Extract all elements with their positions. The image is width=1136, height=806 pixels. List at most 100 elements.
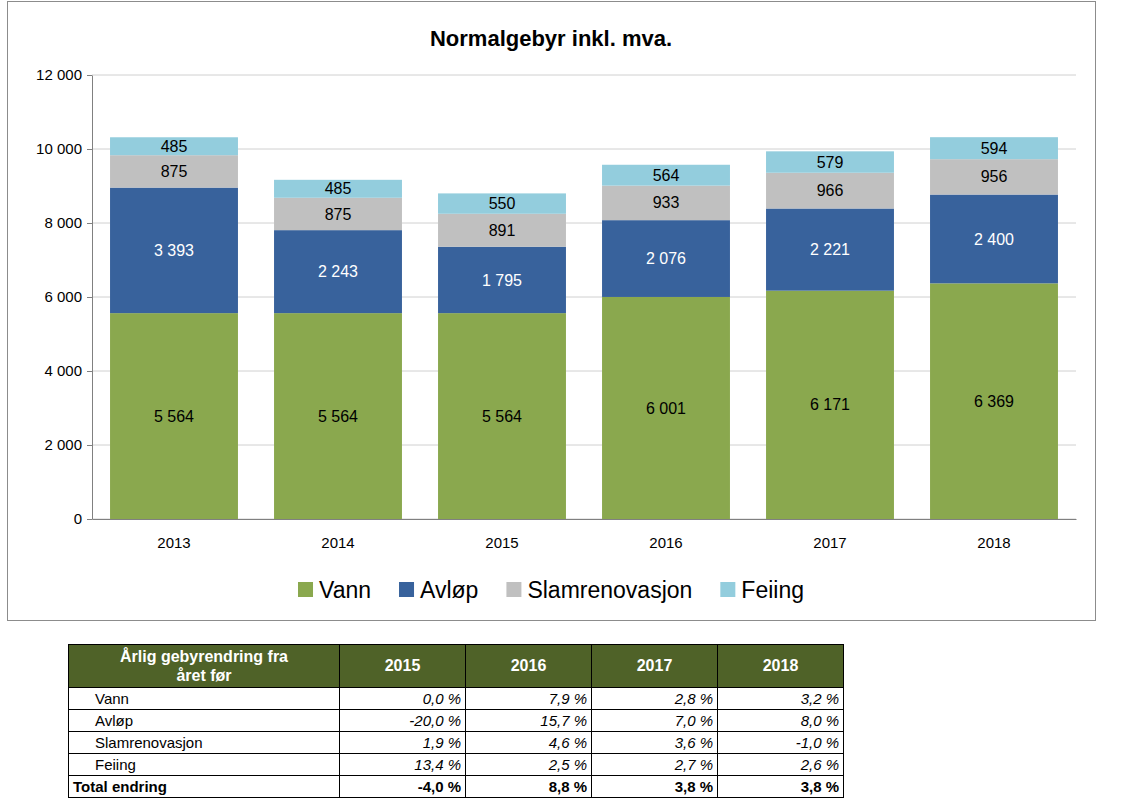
bars	[110, 137, 1058, 519]
table-cell: 7,9 %	[466, 688, 592, 710]
bar-segment	[274, 180, 402, 198]
bar-segment	[110, 188, 238, 314]
data-label: 933	[653, 194, 680, 211]
table-cell: 2,7 %	[592, 754, 718, 776]
x-axis-line	[93, 519, 1077, 520]
y-tick-label: 4 000	[44, 362, 82, 379]
grid-line	[92, 519, 1076, 520]
y-tick: 8 000	[44, 214, 92, 231]
bar-segment	[274, 313, 402, 519]
bar-segment	[110, 155, 238, 187]
bar-segment	[602, 186, 730, 221]
table-row: Avløp-20,0 %15,7 %7,0 %8,0 %	[69, 710, 844, 732]
y-tick: 12 000	[36, 66, 92, 83]
data-label: 5 564	[154, 408, 194, 425]
table-cell: 3,2 %	[718, 688, 844, 710]
data-label: 2 221	[810, 241, 850, 258]
legend-swatch	[298, 582, 313, 597]
bar-segment	[438, 247, 566, 313]
bar-segment	[930, 137, 1058, 159]
y-tick-label: 2 000	[44, 436, 82, 453]
bar-segment	[766, 151, 894, 172]
x-tick-label: 2018	[977, 534, 1010, 551]
x-tick-label: 2013	[157, 534, 190, 551]
y-tick-label: 8 000	[44, 214, 82, 231]
table-cell: 2,8 %	[592, 688, 718, 710]
y-tick-label: 0	[74, 510, 82, 527]
legend-item: Feiing	[720, 577, 804, 603]
y-tick: 6 000	[44, 288, 92, 305]
bar-segment	[930, 159, 1058, 194]
table-header-cell: 2018	[718, 645, 844, 688]
y-tick-label: 6 000	[44, 288, 82, 305]
data-label: 485	[325, 180, 352, 197]
table-cell: 3,6 %	[592, 732, 718, 754]
data-label: 6 171	[810, 396, 850, 413]
legend-item: Avløp	[399, 577, 478, 603]
data-label: 1 795	[482, 272, 522, 289]
y-tick-mark	[87, 297, 92, 298]
data-label: 564	[653, 167, 680, 184]
table-cell: 3,8 %	[592, 776, 718, 798]
bar-segment	[438, 214, 566, 247]
bar-segment	[438, 313, 566, 519]
chart-title: Normalgebyr inkl. mva.	[430, 26, 672, 51]
table-row: Slamrenovasjon1,9 %4,6 %3,6 %-1,0 %	[69, 732, 844, 754]
table-cell: 2,5 %	[466, 754, 592, 776]
bar-segment	[438, 193, 566, 213]
legend-label: Feiing	[741, 577, 804, 603]
table-cell: 0,0 %	[340, 688, 466, 710]
table-cell: 3,8 %	[718, 776, 844, 798]
grid-line	[92, 445, 1076, 446]
x-tick: 2014	[321, 534, 354, 551]
x-tick-label: 2016	[649, 534, 682, 551]
table-header-cell: 2017	[592, 645, 718, 688]
x-tick: 2018	[977, 534, 1010, 551]
data-labels: 5 5645 5645 5646 0016 1716 3693 3932 243…	[154, 138, 1014, 425]
legend-label: Vann	[319, 577, 371, 603]
y-tick-label: 12 000	[36, 66, 82, 83]
table-header-cell: Årlig gebyrendring fra året før	[69, 645, 340, 688]
legend-label: Avløp	[420, 577, 478, 603]
data-label: 875	[325, 206, 352, 223]
table-cell: 7,0 %	[592, 710, 718, 732]
bar-segment	[602, 297, 730, 519]
x-axis: 2013 2014 2015 2016 2017 2018	[93, 520, 1077, 551]
data-label: 875	[161, 163, 188, 180]
table-cell: 4,6 %	[466, 732, 592, 754]
bar-segment	[602, 165, 730, 186]
y-tick: 0	[74, 510, 92, 527]
table-cell: Feiing	[69, 754, 340, 776]
bar-segment	[930, 283, 1058, 519]
table-row: Feiing13,4 %2,5 %2,7 %2,6 %	[69, 754, 844, 776]
bar-segment	[766, 208, 894, 290]
table-cell: -1,0 %	[718, 732, 844, 754]
grid-line	[92, 223, 1076, 224]
y-axis: 0 2 000 4 000 6 000 8 000 10 000 12 000	[36, 66, 92, 527]
y-tick-mark	[87, 223, 92, 224]
table-header-cell: 2016	[466, 645, 592, 688]
legend-label: Slamrenovasjon	[527, 577, 692, 603]
data-label: 579	[817, 154, 844, 171]
y-tick: 10 000	[36, 140, 92, 157]
table-cell: 2,6 %	[718, 754, 844, 776]
y-tick-mark	[87, 149, 92, 150]
bar-segment	[602, 220, 730, 297]
grid-line	[92, 297, 1076, 298]
legend-swatch	[399, 582, 414, 597]
data-label: 5 564	[318, 408, 358, 425]
data-label: 2 076	[646, 250, 686, 267]
y-tick-mark	[87, 519, 92, 520]
table-cell: 8,8 %	[466, 776, 592, 798]
table-cell: Total endring	[69, 776, 340, 798]
bar-segment	[274, 230, 402, 313]
x-tick-label: 2015	[485, 534, 518, 551]
table-header-cell: 2015	[340, 645, 466, 688]
x-tick-label: 2017	[813, 534, 846, 551]
legend: Vann Avløp Slamrenovasjon Feiing	[298, 577, 804, 603]
y-tick: 4 000	[44, 362, 92, 379]
data-label: 6 001	[646, 400, 686, 417]
table-header: Årlig gebyrendring fra året før201520162…	[69, 645, 844, 688]
table-cell: 8,0 %	[718, 710, 844, 732]
table-cell: -20,0 %	[340, 710, 466, 732]
